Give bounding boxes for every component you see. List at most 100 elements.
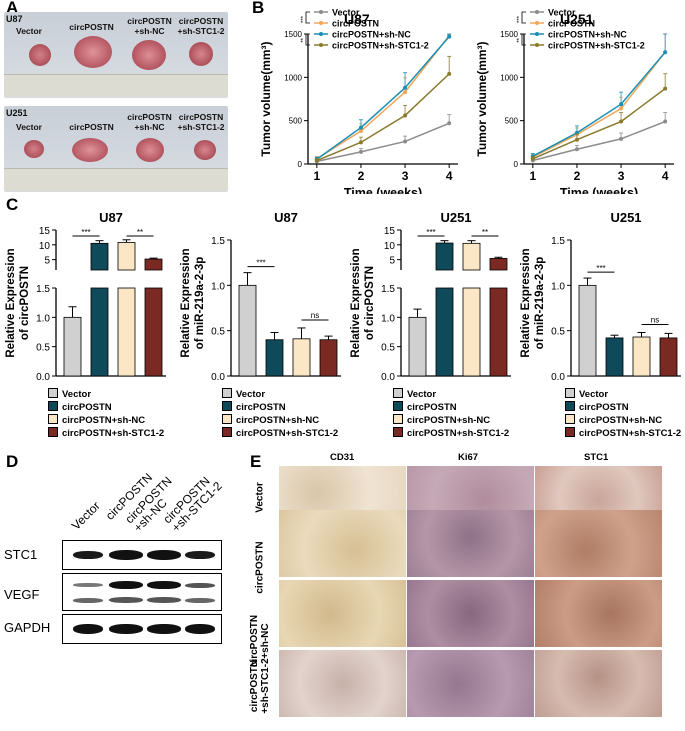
sig-label: *** [517,15,523,23]
bar [489,287,508,377]
blot-row-label: VEGF [4,587,40,602]
bar [117,242,136,271]
data-point [663,86,668,91]
tumor-vector-u87 [29,44,51,66]
legend-label: circPOSTN+sh-STC1-2 [332,41,429,51]
legend-label: circPOSTN+sh-NC [236,415,320,426]
y-tick-label: 0 [298,160,303,169]
sig-label: ns [311,311,319,320]
sig-label: ns [651,315,659,324]
x-axis-label: Time (weeks) [560,186,638,194]
legend-label: circPOSTN+sh-STC1-2 [62,428,165,439]
blot-row-label: STC1 [4,547,38,562]
y-axis-label: of miR-219a-2-3p [534,257,546,350]
series-line [316,73,450,162]
legend-marker [319,21,323,25]
bar [319,339,338,377]
y-tick-label: 1.0 [36,313,50,324]
y-tick-label: 0.5 [211,327,225,338]
ihc-column-label: CD31 [330,452,355,463]
group-label: circPOSTN +sh-STC1-2 [177,16,225,36]
legend-label: Vector [407,389,437,400]
legend-label: Vector [332,8,360,18]
panel-label-c: C [6,195,19,214]
legend-entry: circPOSTN+sh-STC1-2 [222,427,338,439]
line-chart-u87: 0 500 1000 1500 1 2 3 4 Time (weeks) Tumor volume… [259,8,458,194]
data-point [663,50,668,55]
legend-entry: Vector [222,388,265,400]
chart-title: U251 [560,11,594,27]
ihc-image [407,580,534,647]
data-point [619,136,624,141]
bar [462,287,481,377]
legend-marker [535,10,539,14]
x-tick-label: 4 [662,169,669,183]
group-label: circPOSTN [69,122,114,132]
tumor-shstc-u251 [194,140,216,160]
ihc-image [407,510,534,577]
ihc-image [535,580,662,647]
chart-title: U87 [99,210,123,225]
legend-entry: circPOSTN+sh-STC1-2 [565,427,681,439]
y-axis-label: of miR-219a-2-3p [194,257,206,350]
legend-label: Vector [236,389,266,400]
blot-row-label: GAPDH [4,620,51,635]
sig-label: ** [301,37,307,42]
y-axis-label: Relative Expression [520,248,532,357]
group-label: Vector [16,26,42,36]
legend-entry: Vector [48,388,91,400]
group-label: circPOSTN +sh-STC1-2 [177,112,225,132]
bar-chart-u251-mir: U251 Relative Expression of miR-219a-2-3p 0… [520,210,681,383]
x-tick-label: 1 [529,169,536,183]
sig-label: *** [426,228,435,237]
legend-entry: circPOSTN [393,401,457,413]
y-tick-label: 1.0 [381,313,395,324]
blot-stc1 [62,540,222,570]
tumor-shnc-u251 [136,138,164,162]
y-tick-label: 1500 [284,30,302,39]
legend-entry: circPOSTN+sh-STC1-2 [48,427,164,439]
bar [605,337,624,377]
y-axis-label: Relative Expression [350,248,362,357]
cell-line-label: U87 [6,14,23,24]
bar [90,242,109,271]
data-point [447,34,452,39]
y-axis-label: of circPOSTN [364,266,376,340]
y-tick-label: 1000 [284,73,302,82]
y-tick-label: 0.0 [36,372,50,383]
x-tick-label: 1 [313,169,320,183]
data-point [619,106,624,111]
legend-label: circPOSTN [407,402,457,413]
x-tick-label: 4 [446,169,453,183]
tumor-shstc-u87 [189,42,213,66]
legend-entry: Vector [565,388,608,400]
y-tick-label: 500 [505,117,519,126]
y-tick-label: 0.5 [381,343,395,354]
y-tick-label: 1.5 [551,236,565,247]
data-point [447,121,452,126]
legend-label: circPOSTN+sh-NC [548,30,627,40]
x-tick-label: 3 [402,169,409,183]
legend-marker [319,32,323,36]
sig-label: *** [256,259,265,268]
y-tick-label: 1.0 [551,281,565,292]
legend-label: circPOSTN+sh-STC1-2 [579,428,682,439]
bar [578,284,597,377]
legend-entry: circPOSTN+sh-NC [565,414,662,426]
legend-marker [319,43,323,47]
bar [632,336,651,377]
bar [435,242,454,271]
legend-marker [319,10,323,14]
bar-chart-u87-circpostn: U87 Relative Expression of circPOSTN 0.0 0.5… [5,210,166,383]
sig-bracket [521,11,526,24]
ihc-image [279,510,406,577]
ihc-image [279,650,406,717]
data-point [358,149,363,154]
data-point [403,85,408,90]
data-point [619,119,624,124]
legend-label: circPOSTN+sh-NC [407,415,491,426]
y-axis-label: Relative Expression [180,248,192,357]
legend-entry: circPOSTN+sh-NC [222,414,319,426]
legend-entry: circPOSTN [222,401,286,413]
bar [292,338,311,377]
